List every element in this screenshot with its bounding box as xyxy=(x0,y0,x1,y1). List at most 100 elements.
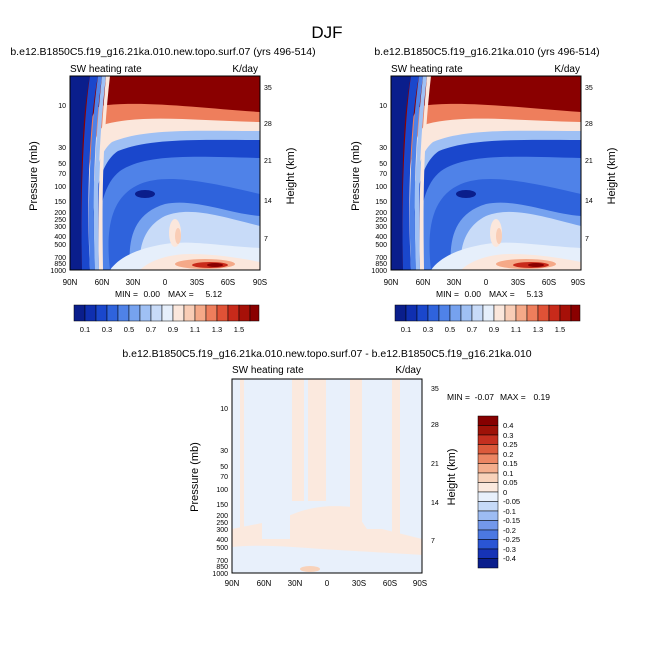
left-plot-area xyxy=(70,76,260,270)
left-x-tick: 30S xyxy=(190,278,204,287)
right-colorbar-swatch xyxy=(460,304,473,322)
right-y2-tick: 21 xyxy=(585,158,593,165)
diff-colorbar-swatch xyxy=(477,548,499,559)
right-y2-axis-label: Height (km) xyxy=(606,148,618,205)
left-y-tick: 250 xyxy=(54,217,66,224)
left-y-axis-label: Pressure (mb) xyxy=(28,141,40,211)
right-x-tick: 0 xyxy=(484,278,489,287)
left-colorbar-swatch xyxy=(73,304,86,322)
right-x-ticks: 90N 60N 30N 0 30S 60S 90S xyxy=(384,278,585,287)
diff-y-tick: 300 xyxy=(216,527,228,534)
right-y2-ticks: 35 28 21 14 7 xyxy=(585,85,593,243)
right-colorbar-label: 0.7 xyxy=(467,325,477,334)
right-colorbar-swatch xyxy=(548,304,561,322)
right-y-tick: 100 xyxy=(375,184,387,191)
diff-units-label: K/day xyxy=(395,365,421,376)
right-colorbar-swatch xyxy=(405,304,418,322)
diff-colorbar-label: 0.4 xyxy=(503,421,513,430)
diff-panel: b.e12.B1850C5.f19_g16.21ka.010.new.topo.… xyxy=(122,348,550,588)
left-x-ticks: 90N 60N 30N 0 30S 60S 90S xyxy=(63,278,267,287)
diff-colorbar-swatch xyxy=(477,463,499,474)
diff-colorbar-swatch xyxy=(477,453,499,464)
right-colorbar-swatch xyxy=(482,304,495,322)
diff-y2-tick: 7 xyxy=(431,538,435,545)
diff-colorbar-swatch xyxy=(477,482,499,493)
right-y-axis-label: Pressure (mb) xyxy=(350,141,362,211)
right-y-tick: 500 xyxy=(375,242,387,249)
right-colorbar-swatch xyxy=(471,304,484,322)
left-y2-axis-label: Height (km) xyxy=(285,148,297,205)
right-colorbar-labels: 0.1 0.3 0.5 0.7 0.9 1.1 1.3 1.5 xyxy=(401,325,565,334)
diff-y2-axis-label: Height (km) xyxy=(446,449,458,506)
left-colorbar-swatch xyxy=(139,304,152,322)
diff-contour-field xyxy=(232,379,422,573)
diff-colorbar-swatches xyxy=(477,415,499,569)
diff-y2-tick: 35 xyxy=(431,386,439,393)
diff-y-tick: 1000 xyxy=(212,571,228,578)
diff-y2-tick: 14 xyxy=(431,500,439,507)
diff-x-tick: 60N xyxy=(257,579,272,588)
left-y-tick: 150 xyxy=(54,199,66,206)
diff-y2-tick: 21 xyxy=(431,461,439,468)
right-y-tick: 400 xyxy=(375,234,387,241)
diff-x-tick: 90N xyxy=(225,579,240,588)
left-colorbar-swatch xyxy=(161,304,174,322)
right-colorbar-label: 0.3 xyxy=(423,325,433,334)
left-colorbar-swatch xyxy=(106,304,119,322)
diff-x-tick: 30S xyxy=(352,579,366,588)
left-units-label: K/day xyxy=(232,64,258,75)
right-y-tick: 30 xyxy=(379,145,387,152)
right-title: b.e12.B1850C5.f19_g16.21ka.010 (yrs 496-… xyxy=(374,46,599,58)
diff-x-tick: 0 xyxy=(325,579,330,588)
left-max-label: MAX = xyxy=(168,289,194,299)
diff-colorbar-label: 0 xyxy=(503,488,507,497)
left-colorbar-label: 0.3 xyxy=(102,325,112,334)
right-max-value: 5.13 xyxy=(526,289,543,299)
right-y-tick: 250 xyxy=(375,217,387,224)
right-colorbar-swatch xyxy=(537,304,550,322)
right-colorbar-swatch xyxy=(394,304,407,322)
right-x-tick: 90N xyxy=(384,278,399,287)
diff-y-ticks: 10 30 50 70 100 150 200 250 300 400 500 … xyxy=(212,406,228,578)
diff-y-tick: 700 xyxy=(216,558,228,565)
diff-colorbar-label: 0.15 xyxy=(503,459,518,468)
diff-y-tick: 50 xyxy=(220,464,228,471)
right-y2-tick: 28 xyxy=(585,121,593,128)
right-contour-field xyxy=(391,76,581,270)
left-colorbar-swatch xyxy=(238,304,251,322)
right-plot-frame xyxy=(390,75,582,271)
diff-colorbar-swatch xyxy=(477,425,499,436)
right-colorbar-swatch xyxy=(559,304,572,322)
right-y2-tick: 35 xyxy=(585,85,593,92)
diff-colorbar-swatch xyxy=(477,472,499,483)
right-y-ticks: 10 30 50 70 100 150 200 250 300 400 500 … xyxy=(371,103,387,275)
left-x-tick: 90N xyxy=(63,278,78,287)
right-y2-tick: 7 xyxy=(585,236,589,243)
right-plot-area xyxy=(391,76,581,270)
left-colorbar-label: 0.5 xyxy=(124,325,134,334)
right-colorbar-swatch xyxy=(438,304,451,322)
left-x-tick: 0 xyxy=(163,278,168,287)
diff-y-tick: 70 xyxy=(220,474,228,481)
left-colorbar-swatch xyxy=(117,304,130,322)
diff-y-tick: 250 xyxy=(216,520,228,527)
left-colorbar: 0.1 0.3 0.5 0.7 0.9 1.1 1.3 1.5 xyxy=(73,304,260,334)
diff-colorbar-label: -0.3 xyxy=(503,545,516,554)
right-colorbar-label: 0.1 xyxy=(401,325,411,334)
left-y-tick: 850 xyxy=(54,261,66,268)
left-y-tick: 70 xyxy=(58,171,66,178)
diff-colorbar-swatch xyxy=(477,529,499,540)
right-colorbar-swatches xyxy=(394,304,581,322)
diff-x-ticks: 90N 60N 30N 0 30S 60S 90S xyxy=(225,579,427,588)
left-max-value: 5.12 xyxy=(205,289,222,299)
left-colorbar-swatch xyxy=(205,304,218,322)
right-colorbar: 0.1 0.3 0.5 0.7 0.9 1.1 1.3 1.5 xyxy=(394,304,581,334)
right-colorbar-swatch xyxy=(515,304,528,322)
left-x-tick: 90S xyxy=(253,278,267,287)
diff-colorbar-label: 0.05 xyxy=(503,478,518,487)
left-x-tick: 60S xyxy=(221,278,235,287)
diff-colorbar-swatch xyxy=(477,434,499,445)
right-min-value: 0.00 xyxy=(464,289,481,299)
left-colorbar-swatch xyxy=(183,304,196,322)
